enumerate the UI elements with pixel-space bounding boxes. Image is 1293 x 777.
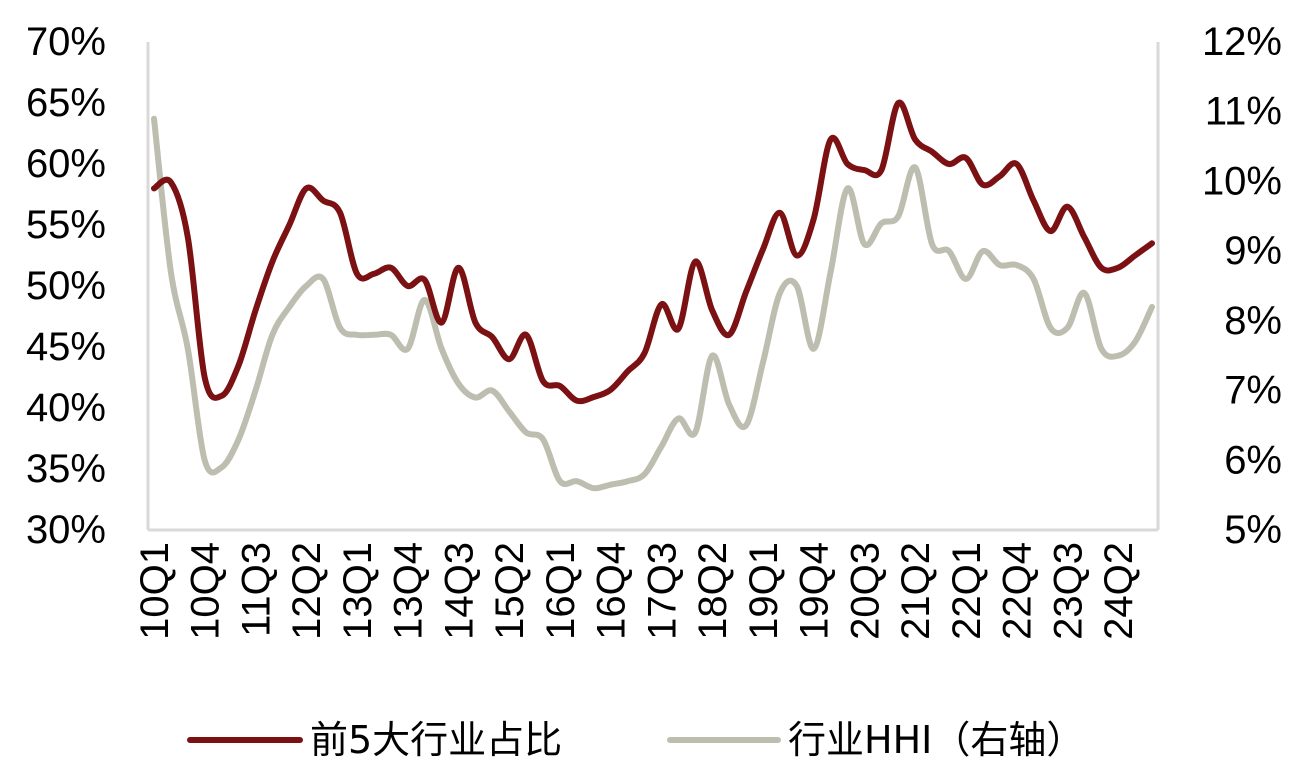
x-tick-label: 13Q1 <box>336 542 380 640</box>
x-tick-label: 18Q2 <box>691 542 735 640</box>
x-tick-label: 19Q1 <box>742 542 786 640</box>
x-tick-label: 13Q4 <box>387 542 431 640</box>
x-tick-label: 24Q2 <box>1097 542 1141 640</box>
right-y-tick-label: 7% <box>1224 369 1282 413</box>
right-y-tick-label: 6% <box>1224 438 1282 482</box>
right-y-tick-label: 5% <box>1224 508 1282 552</box>
left-y-tick-label: 65% <box>26 81 106 125</box>
x-tick-label: 19Q4 <box>793 542 837 640</box>
x-tick-label: 11Q3 <box>234 542 278 637</box>
left-y-tick-label: 60% <box>26 142 106 186</box>
right-y-tick-label: 11% <box>1205 90 1282 134</box>
left-y-tick-label: 30% <box>26 508 106 552</box>
series-line-top5-share <box>151 99 1155 405</box>
series-line-hhi <box>151 115 1155 492</box>
chart-axes <box>146 42 1160 532</box>
right-y-tick-labels: 5% 6% 7% 8% 9% 10% 11% 12% <box>1202 20 1282 552</box>
left-y-tick-label: 50% <box>26 264 106 308</box>
series-lines <box>151 99 1155 492</box>
x-tick-label: 16Q1 <box>539 542 583 640</box>
x-tick-label: 14Q3 <box>437 542 481 640</box>
x-tick-label: 22Q1 <box>945 542 989 640</box>
x-tick-label: 22Q4 <box>996 542 1040 640</box>
right-y-tick-label: 9% <box>1224 229 1282 273</box>
x-tick-labels: 10Q1 10Q4 11Q3 12Q2 13Q1 13Q4 14Q3 15Q2 16Q1 16Q4… <box>133 542 1141 640</box>
x-tick-label: 23Q3 <box>1046 542 1090 640</box>
left-y-tick-label: 35% <box>26 447 106 491</box>
x-tick-label: 16Q4 <box>590 542 634 640</box>
x-tick-label: 10Q4 <box>184 542 228 640</box>
left-y-tick-label: 40% <box>26 386 106 430</box>
left-y-tick-labels: 30% 35% 40% 45% 50% 55% 60% 65% 70% <box>26 20 106 552</box>
left-y-tick-label: 45% <box>26 325 106 369</box>
right-y-tick-label: 10% <box>1202 159 1282 203</box>
right-y-tick-label: 12% <box>1202 20 1282 64</box>
x-tick-label: 21Q2 <box>894 542 938 640</box>
legend-label-top5-share: 前5大行业占比 <box>310 718 562 762</box>
legend-label-hhi: 行业HHI（右轴） <box>788 718 1084 762</box>
left-y-tick-label: 55% <box>26 203 106 247</box>
x-tick-label: 10Q1 <box>133 542 177 640</box>
x-tick-label: 12Q2 <box>285 542 329 640</box>
x-tick-label: 20Q3 <box>843 542 887 640</box>
x-tick-label: 15Q2 <box>488 542 532 640</box>
x-tick-label: 17Q3 <box>640 542 684 640</box>
legend: 前5大行业占比 行业HHI（右轴） <box>187 718 1084 762</box>
left-y-tick-label: 70% <box>26 20 106 64</box>
right-y-tick-label: 8% <box>1224 299 1282 343</box>
